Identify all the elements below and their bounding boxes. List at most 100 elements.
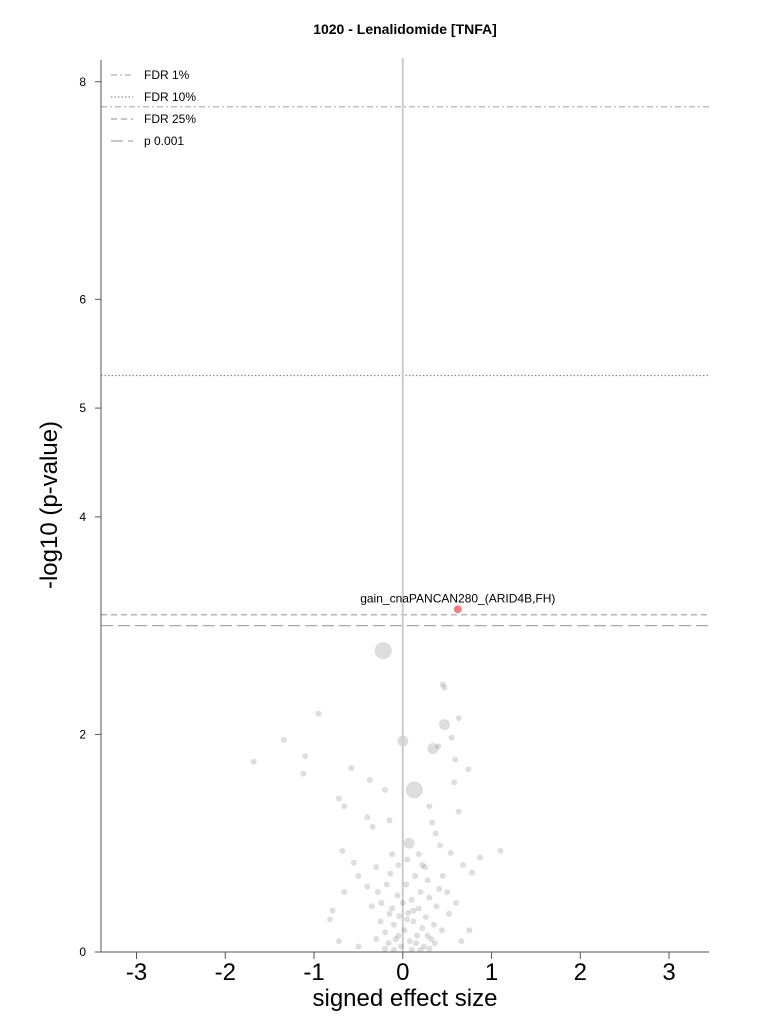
data-point-26 bbox=[369, 823, 376, 830]
data-point-83 bbox=[436, 885, 443, 892]
data-point-0 bbox=[374, 642, 392, 660]
highlight-point bbox=[453, 605, 462, 614]
data-point-64 bbox=[398, 943, 405, 950]
data-point-32 bbox=[447, 850, 454, 857]
data-point-75 bbox=[417, 889, 424, 896]
data-point-3 bbox=[438, 719, 450, 731]
data-point-89 bbox=[387, 870, 394, 877]
x-axis-title: signed effect size bbox=[312, 985, 497, 1012]
data-point-74 bbox=[415, 905, 422, 912]
x-tick-label-6: 3 bbox=[662, 959, 675, 986]
data-point-80 bbox=[428, 935, 435, 942]
points-layer bbox=[250, 642, 504, 953]
x-ticks: -3 -2 -1 0 1 2 3 bbox=[126, 952, 676, 986]
data-point-56 bbox=[377, 918, 384, 925]
y-tick-label-0: 0 bbox=[79, 945, 86, 959]
data-point-70 bbox=[408, 896, 415, 903]
data-point-25 bbox=[386, 817, 393, 824]
data-point-11 bbox=[452, 756, 459, 763]
data-point-77 bbox=[421, 943, 428, 950]
data-point-85 bbox=[373, 935, 380, 942]
data-point-101 bbox=[404, 916, 411, 923]
data-point-76 bbox=[419, 925, 426, 932]
data-point-23 bbox=[341, 803, 348, 810]
data-point-102 bbox=[410, 907, 417, 914]
legend-label-0: FDR 1% bbox=[144, 68, 190, 82]
data-point-67 bbox=[403, 881, 410, 888]
data-point-53 bbox=[355, 943, 362, 950]
data-point-82 bbox=[433, 903, 440, 910]
data-point-79 bbox=[426, 894, 433, 901]
data-point-4 bbox=[403, 837, 415, 849]
data-point-61 bbox=[392, 935, 399, 942]
data-point-98 bbox=[426, 945, 433, 952]
data-point-105 bbox=[431, 940, 438, 947]
data-point-91 bbox=[415, 851, 422, 858]
data-point-103 bbox=[386, 910, 393, 917]
data-point-10 bbox=[451, 779, 458, 786]
data-point-1 bbox=[405, 781, 423, 799]
data-point-45 bbox=[389, 851, 396, 858]
data-point-6 bbox=[439, 681, 446, 688]
y-axis-title: -log10 (p-value) bbox=[36, 421, 63, 589]
data-point-63 bbox=[396, 913, 403, 920]
data-point-55 bbox=[458, 938, 465, 945]
data-point-9 bbox=[448, 734, 455, 741]
legend-label-2: FDR 25% bbox=[144, 112, 196, 126]
data-point-20 bbox=[366, 777, 373, 784]
data-point-8 bbox=[455, 715, 462, 722]
data-point-87 bbox=[374, 889, 381, 896]
data-point-41 bbox=[329, 907, 336, 914]
data-point-58 bbox=[385, 940, 392, 947]
legend-label-3: p 0.001 bbox=[144, 134, 184, 148]
data-point-29 bbox=[429, 819, 436, 826]
y-ticks: 0 2 4 5 6 8 bbox=[79, 75, 101, 959]
data-point-78 bbox=[422, 914, 429, 921]
data-point-66 bbox=[401, 927, 408, 934]
data-point-17 bbox=[302, 753, 309, 760]
data-point-35 bbox=[469, 869, 476, 876]
data-point-93 bbox=[395, 861, 402, 868]
data-point-72 bbox=[412, 872, 419, 879]
data-point-69 bbox=[406, 938, 413, 945]
data-point-7 bbox=[441, 684, 448, 691]
data-point-90 bbox=[404, 856, 411, 863]
data-point-104 bbox=[424, 932, 431, 939]
data-point-12 bbox=[465, 766, 472, 773]
data-point-81 bbox=[430, 921, 437, 928]
highlight-label: gain_cnaPANCAN280_(ARID4B,FH) bbox=[360, 591, 555, 605]
data-point-27 bbox=[426, 803, 433, 810]
data-point-18 bbox=[300, 770, 307, 777]
data-point-48 bbox=[439, 872, 446, 879]
data-point-95 bbox=[390, 946, 397, 953]
data-point-42 bbox=[326, 916, 333, 923]
data-point-14 bbox=[315, 710, 322, 717]
data-point-15 bbox=[280, 736, 287, 743]
data-point-51 bbox=[445, 910, 452, 917]
data-point-100 bbox=[395, 932, 402, 939]
data-point-96 bbox=[417, 946, 424, 953]
legend-label-1: FDR 10% bbox=[144, 90, 196, 104]
threshold-lines bbox=[101, 106, 709, 627]
x-tick-label-5: 2 bbox=[574, 959, 587, 986]
y-tick-label-3: 5 bbox=[79, 401, 86, 415]
data-point-84 bbox=[438, 927, 445, 934]
y-tick-label-5: 8 bbox=[79, 75, 86, 89]
chart-title: 1020 - Lenalidomide [TNFA] bbox=[313, 21, 497, 37]
data-point-65 bbox=[399, 900, 406, 907]
data-point-33 bbox=[477, 854, 484, 861]
data-point-57 bbox=[382, 929, 389, 936]
data-point-50 bbox=[453, 900, 460, 907]
data-point-31 bbox=[437, 842, 444, 849]
data-point-54 bbox=[466, 927, 473, 934]
data-point-24 bbox=[364, 814, 371, 821]
legend: FDR 1% FDR 10% FDR 25% p 0.001 bbox=[111, 68, 196, 148]
data-point-62 bbox=[394, 892, 401, 899]
highlight-group: gain_cnaPANCAN280_(ARID4B,FH) bbox=[360, 591, 555, 614]
y-tick-label-4: 6 bbox=[79, 292, 86, 306]
data-point-5 bbox=[427, 743, 439, 755]
data-point-40 bbox=[341, 889, 348, 896]
data-point-99 bbox=[413, 940, 420, 947]
data-point-13 bbox=[435, 743, 442, 750]
data-point-59 bbox=[389, 905, 396, 912]
